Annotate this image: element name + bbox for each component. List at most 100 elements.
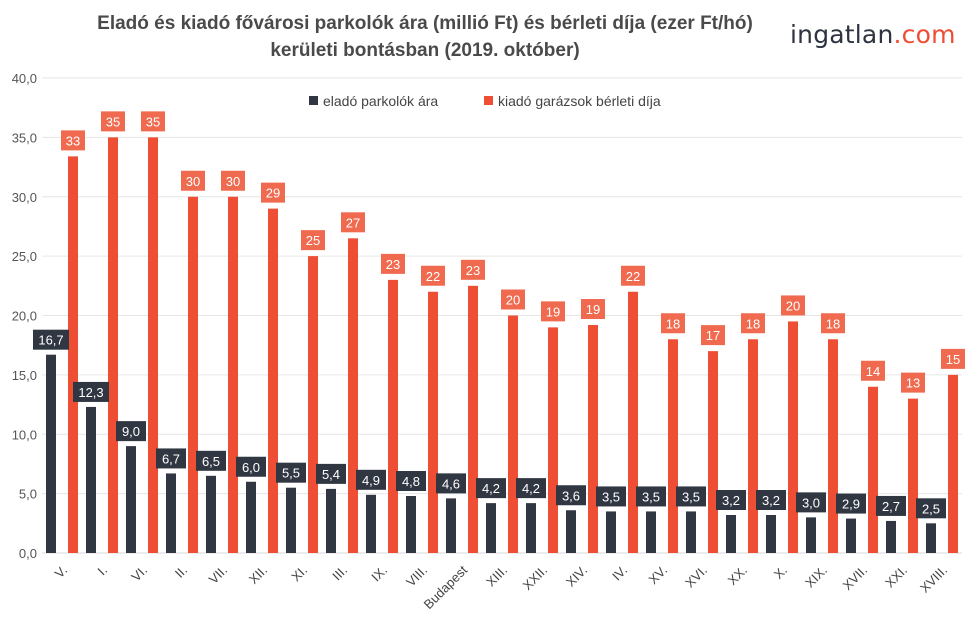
bar-sale xyxy=(606,511,616,553)
data-label-sale: 3,6 xyxy=(562,488,580,503)
bar-sale xyxy=(446,498,456,553)
bar-rent xyxy=(468,286,478,553)
bar-rent xyxy=(68,156,78,553)
data-label-sale: 6,7 xyxy=(162,451,180,466)
bar-sale xyxy=(366,495,376,553)
y-tick-label: 35,0 xyxy=(12,130,37,145)
x-tick-label: IX. xyxy=(368,563,390,585)
bar-rent xyxy=(188,197,198,553)
bar-rent xyxy=(308,256,318,553)
bar-sale xyxy=(566,510,576,553)
bar-rent xyxy=(668,339,678,553)
data-label-rent: 18 xyxy=(826,316,840,331)
data-label-rent: 17 xyxy=(706,328,720,343)
data-label-rent: 19 xyxy=(546,304,560,319)
bar-chart: 0,05,010,015,020,025,030,035,040,0 16,73… xyxy=(0,0,974,634)
x-tick-label: XXII. xyxy=(520,563,551,594)
y-axis: 0,05,010,015,020,025,030,035,040,0 xyxy=(12,71,37,561)
legend-label-rent: kiadó garázsok bérleti díja xyxy=(498,93,661,109)
bar-rent xyxy=(508,316,518,554)
x-tick-label: XVIII. xyxy=(917,563,950,596)
bar-rent xyxy=(788,321,798,553)
x-tick-label: IV. xyxy=(609,563,630,584)
data-labels: 16,73312,3359,0356,7306,5306,0295,5255,4… xyxy=(33,111,965,518)
bar-rent xyxy=(708,351,718,553)
data-label-rent: 30 xyxy=(226,174,240,189)
legend-label-sale: eladó parkolók ára xyxy=(323,93,438,109)
data-label-rent: 25 xyxy=(306,233,320,248)
bar-sale xyxy=(46,355,56,553)
bar-sale xyxy=(166,473,176,553)
bar-sale xyxy=(526,503,536,553)
data-label-rent: 22 xyxy=(626,269,640,284)
bar-sale xyxy=(486,503,496,553)
y-tick-label: 10,0 xyxy=(12,427,37,442)
x-tick-label: X. xyxy=(771,563,790,582)
bar-rent xyxy=(388,280,398,553)
data-label-rent: 27 xyxy=(346,215,360,230)
data-label-sale: 3,5 xyxy=(602,489,620,504)
bar-sale xyxy=(886,521,896,553)
data-label-sale: 3,2 xyxy=(722,493,740,508)
y-tick-label: 40,0 xyxy=(12,71,37,86)
data-label-sale: 16,7 xyxy=(38,333,63,348)
data-label-rent: 20 xyxy=(506,293,520,308)
y-tick-label: 30,0 xyxy=(12,190,37,205)
bar-rent xyxy=(548,327,558,553)
data-label-sale: 5,5 xyxy=(282,466,300,481)
bar-rent xyxy=(348,238,358,553)
data-label-sale: 3,0 xyxy=(802,495,820,510)
bar-rent xyxy=(588,325,598,553)
x-tick-label: I. xyxy=(94,563,110,579)
data-label-sale: 2,5 xyxy=(922,501,940,516)
bar-sale xyxy=(766,515,776,553)
x-tick-label: XIII. xyxy=(483,563,510,590)
bar-rent xyxy=(748,339,758,553)
x-tick-label: II. xyxy=(172,563,190,581)
x-tick-label: XV. xyxy=(646,563,671,588)
y-tick-label: 15,0 xyxy=(12,368,37,383)
data-label-rent: 14 xyxy=(866,364,880,379)
bar-rent xyxy=(868,387,878,553)
bar-sale xyxy=(926,523,936,553)
data-label-sale: 2,9 xyxy=(842,497,860,512)
bar-sale xyxy=(846,519,856,553)
data-label-sale: 5,4 xyxy=(322,467,340,482)
data-label-rent: 13 xyxy=(906,376,920,391)
data-label-sale: 6,5 xyxy=(202,454,220,469)
data-label-rent: 23 xyxy=(466,263,480,278)
x-tick-label: XXI. xyxy=(882,563,910,591)
legend-swatch-rent xyxy=(484,96,493,105)
bar-sale xyxy=(406,496,416,553)
bar-sale xyxy=(326,489,336,553)
data-label-rent: 35 xyxy=(146,114,160,129)
data-label-rent: 22 xyxy=(426,269,440,284)
data-label-rent: 35 xyxy=(106,114,120,129)
data-label-rent: 15 xyxy=(946,352,960,367)
bar-sale xyxy=(86,407,96,553)
bar-rent xyxy=(148,137,158,553)
bar-sale xyxy=(126,446,136,553)
data-label-sale: 4,2 xyxy=(522,481,540,496)
x-tick-label: XIV. xyxy=(563,563,590,590)
bar-rent xyxy=(268,209,278,553)
bar-rent xyxy=(628,292,638,553)
x-tick-label: XIX. xyxy=(802,563,830,591)
x-tick-label: Budapest xyxy=(421,562,471,612)
data-label-rent: 19 xyxy=(586,302,600,317)
y-tick-label: 20,0 xyxy=(12,309,37,324)
bar-sale xyxy=(646,511,656,553)
data-label-sale: 6,0 xyxy=(242,460,260,475)
bar-sale xyxy=(686,511,696,553)
x-tick-label: XI. xyxy=(288,563,310,585)
bar-sale xyxy=(246,482,256,553)
data-label-sale: 4,6 xyxy=(442,476,460,491)
data-label-rent: 18 xyxy=(746,316,760,331)
bar-sale xyxy=(286,488,296,553)
bar-sale xyxy=(206,476,216,553)
bar-sale xyxy=(726,515,736,553)
data-label-sale: 4,2 xyxy=(482,481,500,496)
data-label-rent: 29 xyxy=(266,186,280,201)
data-label-sale: 9,0 xyxy=(122,424,140,439)
x-tick-label: VII. xyxy=(206,563,230,587)
